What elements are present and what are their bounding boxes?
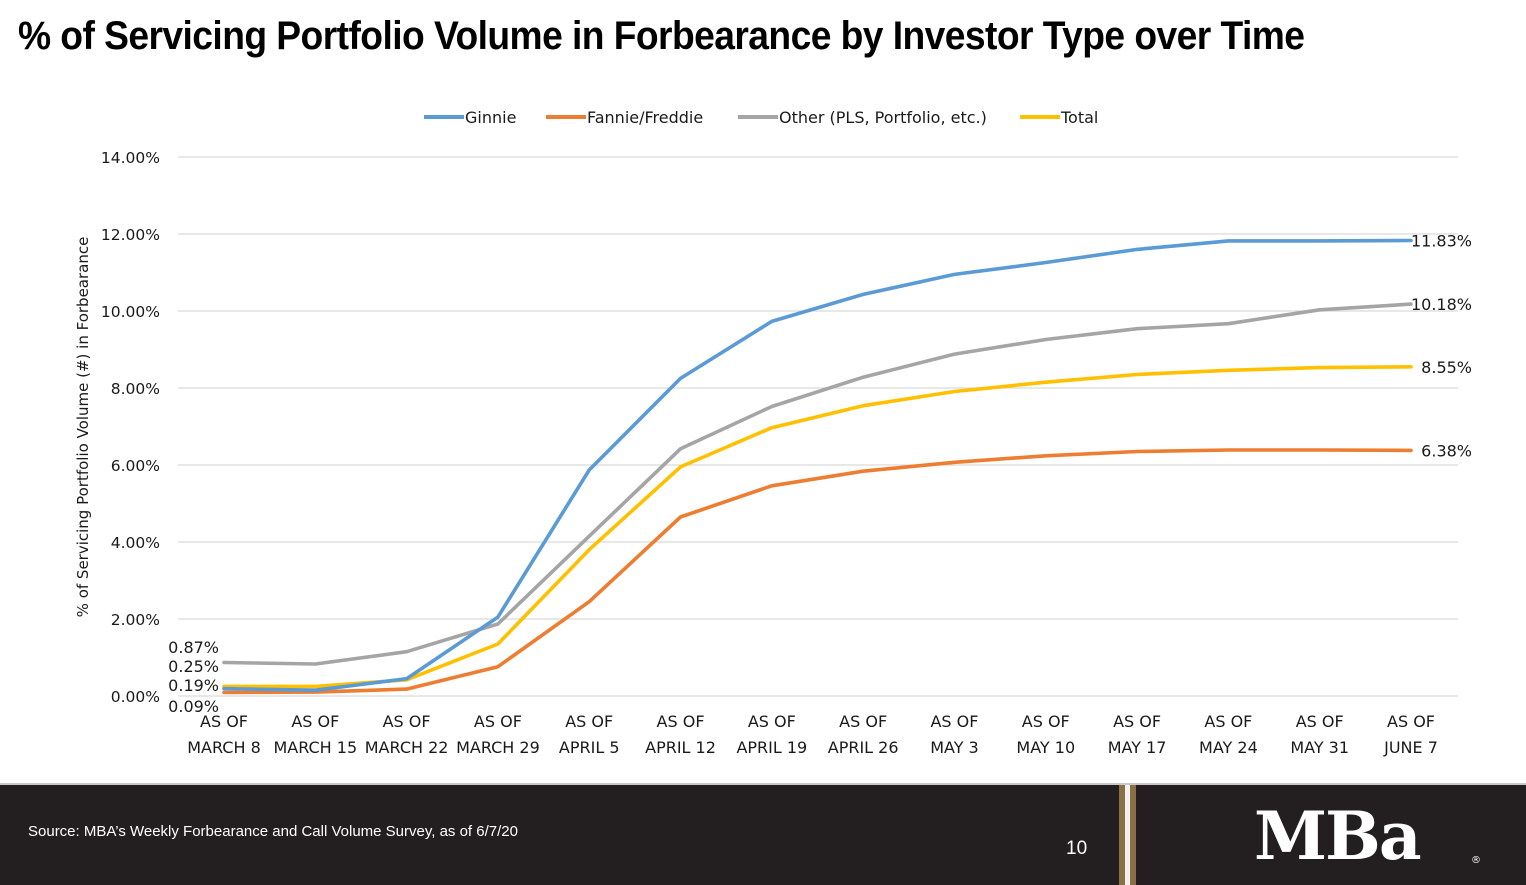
x-tick-label: AS OF MAY 31 — [1290, 712, 1349, 757]
x-tick-label: AS OF APRIL 19 — [736, 712, 807, 757]
y-tick-label: 6.00% — [111, 457, 160, 475]
footer: Source: MBA’s Weekly Forbearance and Cal… — [0, 783, 1526, 885]
y-tick-label: 10.00% — [101, 303, 160, 321]
x-tick-label-line1: AS OF — [1387, 712, 1435, 731]
x-tick-label-line1: AS OF — [200, 712, 248, 731]
legend-item: Other (PLS, Portfolio, etc.) — [738, 108, 987, 127]
x-tick-label-line1: AS OF — [930, 712, 978, 731]
x-tick-label-line2: MAY 31 — [1290, 738, 1349, 757]
series-line-ginnie — [222, 238, 1413, 693]
y-tick-label: 8.00% — [111, 380, 160, 398]
legend-label: Total — [1060, 108, 1098, 127]
x-tick-label-line2: JUNE 7 — [1383, 738, 1438, 757]
forbearance-line-chart: 0.00% 2.00% 4.00% 6.00% 8.00% 10.00% 12.00% 14.… — [74, 108, 1472, 757]
x-tick-label-line2: MAY 24 — [1199, 738, 1258, 757]
end-value-label: 8.55% — [1421, 358, 1472, 377]
x-tick-label-line2: MAY 17 — [1108, 738, 1167, 757]
x-tick-label-line1: AS OF — [1296, 712, 1344, 731]
end-value-label: 10.18% — [1411, 295, 1472, 314]
x-tick-label-line1: AS OF — [839, 712, 887, 731]
legend-label: Fannie/Freddie — [587, 108, 703, 127]
y-axis-label: % of Servicing Portfolio Volume (#) in F… — [74, 237, 92, 618]
x-tick-label-line1: AS OF — [1022, 712, 1070, 731]
x-tick-label-line1: AS OF — [657, 712, 705, 731]
x-tick-label-line1: AS OF — [383, 712, 431, 731]
x-tick-label-line2: APRIL 12 — [645, 738, 716, 757]
x-tick-label-line2: APRIL 5 — [559, 738, 620, 757]
start-value-label: 0.19% — [168, 676, 219, 695]
mba-logo: MBa — [1254, 797, 1422, 875]
x-tick-label-line1: AS OF — [1113, 712, 1161, 731]
gridlines — [178, 156, 1458, 697]
x-tick-label-line2: APRIL 26 — [828, 738, 899, 757]
x-tick-label: AS OF MARCH 8 — [187, 712, 261, 757]
x-tick-label: AS OF MAY 10 — [1016, 712, 1075, 757]
x-tick-label: AS OF MARCH 29 — [456, 712, 540, 757]
x-tick-label-line2: MARCH 8 — [187, 738, 261, 757]
y-axis-ticks: 0.00% 2.00% 4.00% 6.00% 8.00% 10.00% 12.00% 14.… — [101, 149, 160, 706]
y-tick-label: 14.00% — [101, 149, 160, 167]
x-tick-label-line2: APRIL 19 — [736, 738, 807, 757]
legend-item: Fannie/Freddie — [546, 108, 703, 127]
x-tick-label: AS OF APRIL 26 — [828, 712, 899, 757]
x-tick-label: AS OF MAY 24 — [1199, 712, 1258, 757]
legend: Ginnie Fannie/Freddie Other (PLS, Portfoli… — [424, 108, 1098, 127]
legend-label: Ginnie — [465, 108, 516, 127]
series-line-fannie-freddie — [222, 448, 1413, 695]
series-line-total — [222, 364, 1413, 689]
x-tick-label: AS OF JUNE 7 — [1383, 712, 1438, 757]
end-value-label: 11.83% — [1411, 232, 1472, 251]
x-tick-label-line2: MAY 3 — [930, 738, 979, 757]
registered-mark-icon: ® — [1471, 855, 1481, 866]
start-value-label: 0.87% — [168, 638, 219, 657]
x-tick-label-line1: AS OF — [474, 712, 522, 731]
x-tick-label: AS OF MAY 17 — [1108, 712, 1167, 757]
footer-divider — [1125, 785, 1130, 885]
x-tick-label-line2: MAY 10 — [1016, 738, 1075, 757]
x-tick-label-line1: AS OF — [1204, 712, 1252, 731]
x-tick-label-line2: MARCH 29 — [456, 738, 540, 757]
series-lines — [222, 238, 1413, 695]
start-value-label: 0.25% — [168, 657, 219, 676]
series-line-other-pls-portfolio-etc — [222, 302, 1413, 666]
page-number: 10 — [1066, 838, 1088, 859]
x-tick-label-line2: MARCH 15 — [273, 738, 357, 757]
x-tick-label: AS OF MARCH 22 — [365, 712, 449, 757]
y-tick-label: 4.00% — [111, 534, 160, 552]
start-value-label: 0.09% — [168, 697, 219, 716]
legend-item: Total — [1020, 108, 1098, 127]
x-tick-label-line1: AS OF — [748, 712, 796, 731]
y-tick-label: 0.00% — [111, 688, 160, 706]
x-tick-label-line2: MARCH 22 — [365, 738, 449, 757]
x-tick-label: AS OF MAY 3 — [930, 712, 979, 757]
x-tick-label: AS OF APRIL 5 — [559, 712, 620, 757]
end-value-label: 6.38% — [1421, 441, 1472, 460]
legend-label: Other (PLS, Portfolio, etc.) — [779, 108, 987, 127]
x-tick-label-line1: AS OF — [291, 712, 339, 731]
x-tick-label: AS OF APRIL 12 — [645, 712, 716, 757]
footer-stripe-right — [1130, 785, 1136, 885]
legend-item: Ginnie — [424, 108, 516, 127]
slide-title: % of Servicing Portfolio Volume in Forbe… — [18, 14, 1305, 58]
y-tick-label: 2.00% — [111, 611, 160, 629]
data-labels: 11.83% 6.38% 10.18% 8.55% 0.87%0.25%0.19% 0.0… — [168, 232, 1472, 716]
x-tick-label: AS OF MARCH 15 — [273, 712, 357, 757]
y-tick-label: 12.00% — [101, 226, 160, 244]
footer-stripe-left — [1119, 785, 1125, 885]
x-tick-label-line1: AS OF — [565, 712, 613, 731]
source-note: Source: MBA’s Weekly Forbearance and Cal… — [28, 823, 518, 840]
